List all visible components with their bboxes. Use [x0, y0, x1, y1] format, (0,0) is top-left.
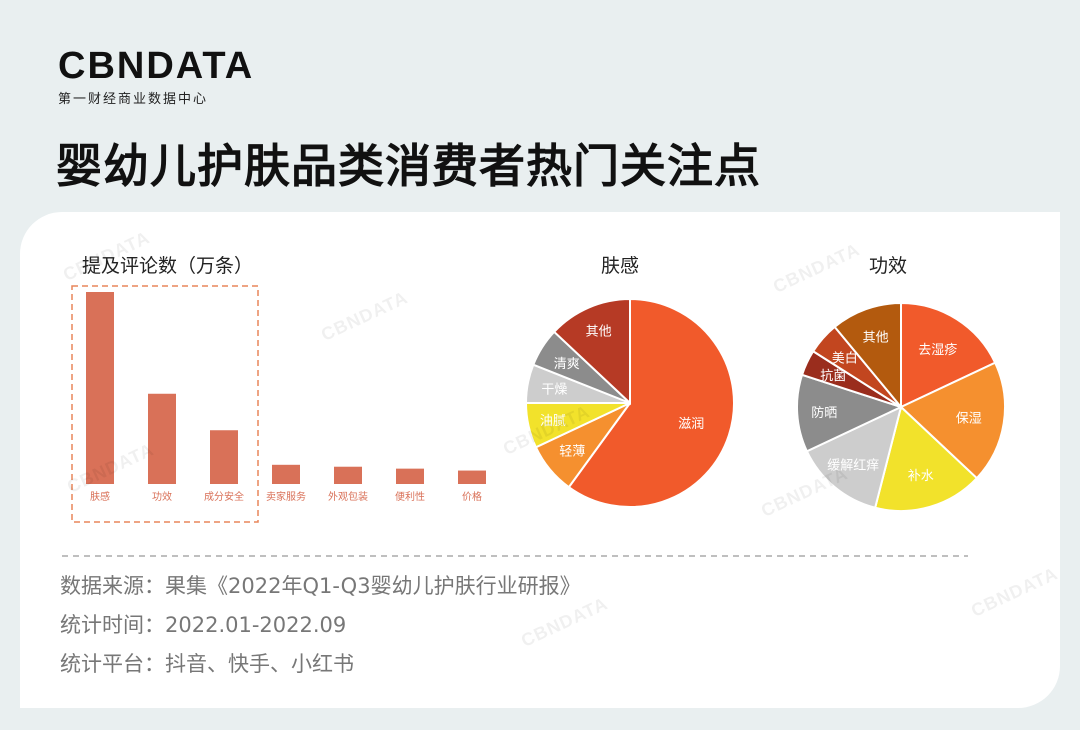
pie-slice-label: 去湿疹 — [918, 342, 957, 358]
page-title: 婴幼儿护肤品类消费者热门关注点 — [56, 139, 761, 193]
bar-label: 便利性 — [395, 490, 425, 503]
bar — [86, 292, 114, 484]
pie-slice-label: 干燥 — [541, 383, 567, 398]
pie-slice-label: 轻薄 — [559, 445, 585, 460]
bar — [396, 468, 424, 484]
footer-platform: 统计平台：抖音、快手、小红书 — [60, 652, 354, 676]
pie-slice — [552, 297, 631, 406]
pie-slice — [833, 301, 902, 410]
pie-slice-label: 油腻 — [540, 414, 566, 429]
bar-label: 外观包装 — [328, 490, 368, 503]
pie-slice — [873, 405, 979, 512]
pie-slice — [900, 301, 997, 409]
pie-slice-label: 其他 — [586, 325, 612, 340]
bar — [210, 430, 238, 484]
highlight-box — [71, 285, 259, 523]
pie-slice — [567, 297, 735, 508]
pie-chart-efficacy-title: 功效 — [869, 255, 907, 277]
logo-tagline: 第一财经商业数据中心 — [58, 92, 209, 107]
pie-slice — [899, 361, 1006, 480]
pie-slice — [796, 373, 904, 453]
pie-slice-label: 缓解红痒 — [827, 458, 879, 474]
footer-source: 数据来源：果集《2022年Q1-Q3婴幼儿护肤行业研报》 — [60, 574, 581, 598]
bar — [148, 393, 176, 484]
bar-label: 成分安全 — [204, 490, 244, 503]
pie-slice-label: 补水 — [908, 469, 934, 484]
pie-slice-label: 清爽 — [554, 357, 580, 372]
pie-slice-label: 其他 — [863, 331, 889, 346]
pie-slice-label: 抗菌 — [820, 369, 846, 384]
bar-label: 功效 — [152, 490, 172, 503]
brand-logo: CBNDATA 第一财经商业数据中心 — [58, 46, 254, 107]
bar — [458, 470, 486, 484]
pie-slice-label: 防晒 — [811, 405, 837, 421]
logo-wordmark: CBNDATA — [58, 45, 255, 87]
bar-label: 卖家服务 — [266, 490, 306, 503]
pie-slice — [805, 405, 903, 509]
bar-label: 价格 — [462, 490, 482, 503]
bar-chart: 提及评论数（万条） 肤感 功效 成分安全 卖家服务 外观包装 便利性 价格 — [71, 255, 486, 523]
bar — [334, 466, 362, 484]
bar-label: 肤感 — [90, 490, 110, 503]
pie-slice-label: 滋润 — [678, 417, 704, 432]
pie-chart-skin-feel-title: 肤感 — [601, 255, 639, 277]
pie-slice-label: 保湿 — [956, 412, 982, 427]
bar-chart-title: 提及评论数（万条） — [82, 255, 253, 277]
bar — [272, 464, 300, 484]
pie-slice-label: 美白 — [832, 351, 858, 367]
footer-period: 统计时间：2022.01-2022.09 — [60, 613, 347, 637]
